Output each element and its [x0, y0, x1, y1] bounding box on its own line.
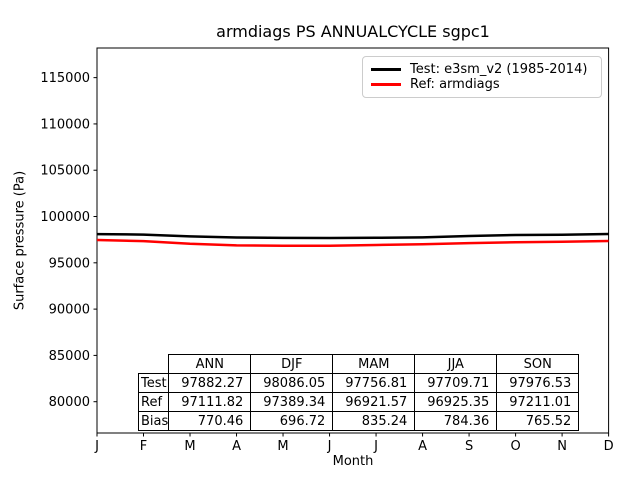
- table-cell: 96921.57: [332, 392, 416, 412]
- y-tick-label: 95000: [49, 256, 90, 271]
- legend-item-test: Test: e3sm_v2 (1985-2014): [371, 62, 593, 77]
- x-tick-label: O: [510, 439, 520, 454]
- table-cell: 765.52: [496, 411, 580, 431]
- table-cell: 97709.71: [414, 373, 498, 393]
- table-cell: 696.72: [250, 411, 334, 431]
- x-tick-label: A: [232, 439, 241, 454]
- table-cell: 97756.81: [332, 373, 416, 393]
- test-line: [96, 232, 609, 240]
- table-row-label: Bias: [137, 411, 170, 431]
- ref-line: [96, 238, 609, 248]
- x-tick-label: N: [557, 439, 567, 454]
- table-cell: 97882.27: [168, 373, 252, 393]
- table-col-header: JJA: [414, 354, 498, 374]
- table-cell: 96925.35: [414, 392, 498, 412]
- legend-item-ref: Ref: armdiags: [371, 77, 593, 92]
- test-line-sample: [371, 68, 401, 71]
- table-corner: [139, 355, 169, 374]
- ref-line-sample: [371, 83, 401, 86]
- y-tick-label: 85000: [49, 349, 90, 364]
- table-col-header: MAM: [332, 354, 416, 374]
- table-cell: 835.24: [332, 411, 416, 431]
- y-tick-label: 80000: [49, 395, 90, 410]
- legend-label-test: Test: e3sm_v2 (1985-2014): [410, 62, 588, 77]
- table-cell: 97211.01: [496, 392, 580, 412]
- table-cell: 97111.82: [168, 392, 252, 412]
- x-tick-label: J: [373, 439, 378, 454]
- table-cell: 770.46: [168, 411, 252, 431]
- table-col-header: ANN: [168, 354, 252, 374]
- legend: Test: e3sm_v2 (1985-2014) Ref: armdiags: [362, 56, 602, 98]
- table-cell: 98086.05: [250, 373, 334, 393]
- table-row: Bias 770.46 696.72 835.24 784.36 765.52: [137, 411, 580, 431]
- y-tick-label: 110000: [40, 117, 90, 132]
- x-tick-label: M: [184, 439, 195, 454]
- table-cell: 784.36: [414, 411, 498, 431]
- table-row: Ref 97111.82 97389.34 96921.57 96925.35 …: [137, 392, 580, 412]
- legend-label-ref: Ref: armdiags: [410, 77, 500, 92]
- table-header-row: ANN DJF MAM JJA SON: [139, 354, 580, 374]
- table-row-label: Ref: [137, 392, 170, 412]
- x-tick-label: F: [140, 439, 147, 454]
- y-tick-label: 90000: [49, 303, 90, 318]
- chart-title: armdiags PS ANNUALCYCLE sgpc1: [216, 22, 490, 41]
- table-row: Test 97882.27 98086.05 97756.81 97709.71…: [137, 373, 580, 393]
- x-tick-label: A: [418, 439, 427, 454]
- y-tick-label: 105000: [40, 164, 90, 179]
- x-tick-label: J: [94, 439, 99, 454]
- table-cell: 97389.34: [250, 392, 334, 412]
- y-tick-label: 115000: [40, 71, 90, 86]
- table-col-header: SON: [496, 354, 580, 374]
- x-tick-label: M: [277, 439, 288, 454]
- x-tick-label: S: [465, 439, 473, 454]
- stats-table: ANN DJF MAM JJA SON Test 97882.27 98086.…: [137, 354, 580, 431]
- x-axis-label: Month: [332, 454, 374, 469]
- y-tick-label: 100000: [40, 210, 90, 225]
- table-col-header: DJF: [250, 354, 334, 374]
- x-tick-label: J: [327, 439, 332, 454]
- y-axis-label: Surface pressure (Pa): [12, 170, 28, 311]
- x-tick-label: D: [604, 439, 614, 454]
- table-row-label: Test: [137, 373, 170, 393]
- table-cell: 97976.53: [496, 373, 580, 393]
